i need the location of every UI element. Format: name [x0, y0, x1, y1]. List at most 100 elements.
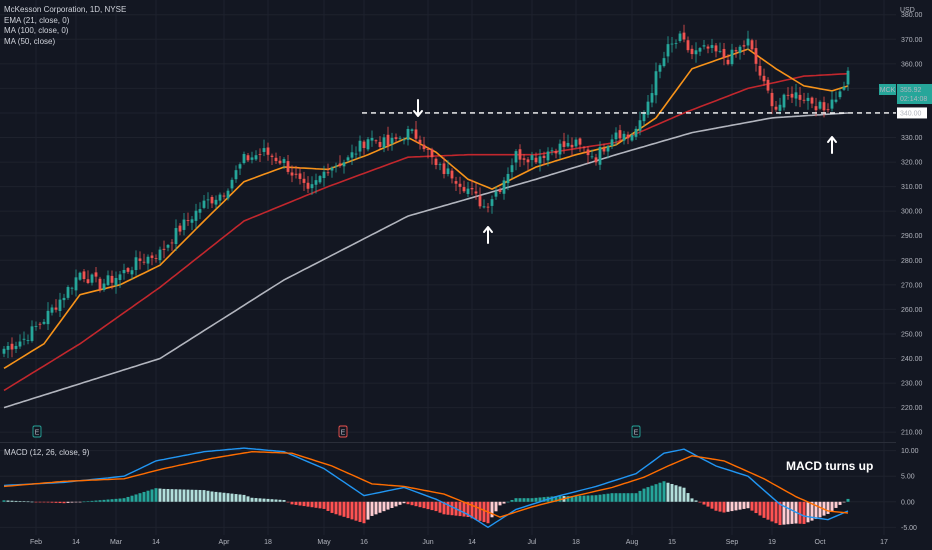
- macd-histogram-bar: [358, 501, 362, 522]
- macd-histogram-bar: [754, 501, 758, 514]
- candle-body: [222, 195, 226, 197]
- macd-histogram-bar: [386, 501, 390, 510]
- candle-body: [398, 137, 402, 139]
- time-tick-label: 17: [880, 539, 888, 546]
- candle-body: [366, 139, 370, 150]
- candle-body: [186, 220, 190, 221]
- candle-body: [102, 283, 106, 291]
- legend-ma50[interactable]: MA (50, close): [4, 36, 56, 46]
- macd-histogram-bar: [134, 494, 138, 502]
- candle-body: [594, 157, 598, 163]
- candle-body: [162, 248, 166, 250]
- macd-histogram-bar: [630, 493, 634, 502]
- candle-body: [150, 255, 154, 258]
- macd-histogram-bar: [514, 498, 518, 502]
- candle-body: [634, 128, 638, 137]
- price-axis[interactable]: 380.00370.00360.00350.00340.00330.00320.…: [901, 12, 923, 532]
- legend-macd[interactable]: MACD (12, 26, close, 9): [4, 448, 90, 457]
- macd-histogram-bar: [326, 501, 330, 511]
- macd-histogram-bar: [674, 485, 678, 502]
- candle-body: [170, 242, 174, 244]
- macd-histogram-bar: [778, 501, 782, 526]
- macd-histogram-bar: [278, 499, 282, 502]
- candle-body: [270, 155, 274, 157]
- candle-body: [814, 106, 818, 111]
- ma-100-path: [3, 112, 849, 409]
- time-tick-label: 18: [572, 539, 580, 546]
- price-tick-label: 330.00: [901, 135, 923, 142]
- candle-body: [574, 139, 578, 147]
- macd-histogram-bar: [74, 501, 78, 503]
- candle-body: [530, 155, 534, 161]
- macd-histogram-bar: [214, 491, 218, 502]
- candle-body: [606, 146, 610, 152]
- candle-body: [34, 325, 38, 327]
- macd-histogram-bar: [254, 498, 258, 502]
- price-tag-value: 355.92: [900, 87, 922, 94]
- macd-histogram-bar: [702, 501, 706, 505]
- macd-histogram-bar: [94, 500, 98, 502]
- macd-histogram-bar: [526, 498, 530, 502]
- candle-body: [298, 173, 302, 179]
- time-tick-label: 18: [264, 539, 272, 546]
- candle-body: [590, 156, 594, 158]
- macd-histogram-bar: [190, 489, 194, 502]
- macd-histogram-bar: [438, 501, 442, 513]
- price-tags: MCK 355.92 02:14:08 340.00: [879, 84, 932, 119]
- macd-histogram-bar: [430, 501, 434, 511]
- price-tick-label: 380.00: [901, 12, 923, 19]
- candle-body: [794, 92, 798, 99]
- macd-histogram-bar: [170, 489, 174, 502]
- macd-histogram-bar: [690, 498, 694, 502]
- macd-histogram-bar: [182, 489, 186, 502]
- macd-tick-label: -5.00: [901, 525, 917, 532]
- macd-histogram-bar: [566, 496, 570, 502]
- candle-body: [538, 156, 542, 164]
- candle-body: [678, 33, 682, 41]
- candle-body: [22, 338, 26, 340]
- macd-histogram-bar: [542, 497, 546, 502]
- candle-body: [662, 58, 666, 67]
- macd-histogram-bar: [146, 490, 150, 502]
- candle-body: [690, 48, 694, 55]
- time-tick-label: 16: [360, 539, 368, 546]
- legend-ma100[interactable]: MA (100, close, 0): [4, 26, 69, 35]
- macd-histogram-bar: [482, 501, 486, 523]
- macd-histogram-bar: [586, 495, 590, 502]
- macd-histogram-bar: [518, 498, 522, 502]
- candle-body: [442, 163, 446, 174]
- candle-body: [526, 159, 530, 163]
- candle-body: [414, 129, 418, 139]
- arrow-up-icon: [827, 136, 837, 154]
- legend-title[interactable]: McKesson Corporation, 1D, NYSE: [4, 5, 127, 14]
- candle-body: [658, 65, 662, 72]
- ema-21-line: [3, 48, 849, 369]
- macd-histogram-bar: [406, 501, 410, 505]
- candle-body: [370, 137, 374, 141]
- macd-histogram-bar: [498, 501, 502, 506]
- price-tick-label: 360.00: [901, 61, 923, 68]
- candle-body: [258, 154, 262, 155]
- candle-body: [274, 157, 278, 162]
- macd-histogram-bar: [86, 501, 90, 502]
- candle-body: [806, 97, 810, 101]
- candle-body: [542, 155, 546, 159]
- candle-body: [822, 102, 826, 111]
- time-tick-label: Jun: [422, 539, 433, 546]
- price-tick-label: 210.00: [901, 430, 923, 437]
- macd-histogram-bar: [774, 501, 778, 524]
- candle-body: [778, 104, 782, 111]
- macd-histogram-bar: [310, 501, 314, 508]
- legend-ema[interactable]: EMA (21, close, 0): [4, 15, 70, 25]
- candle-body: [346, 157, 350, 161]
- time-axis[interactable]: Feb 14 Mar 14 Apr 18 May 16 Jun 14 Jul 18 Aug 15 Sep 19…: [30, 539, 888, 546]
- macd-histogram-bar: [578, 495, 582, 502]
- time-tick-label: 19: [768, 539, 776, 546]
- candle-body: [446, 168, 450, 175]
- candle-body: [498, 189, 502, 192]
- candle-body: [510, 165, 514, 173]
- macd-histogram-bar: [670, 483, 674, 502]
- time-tick-label: May: [317, 539, 331, 546]
- level-tag-text: 340.00: [900, 110, 922, 117]
